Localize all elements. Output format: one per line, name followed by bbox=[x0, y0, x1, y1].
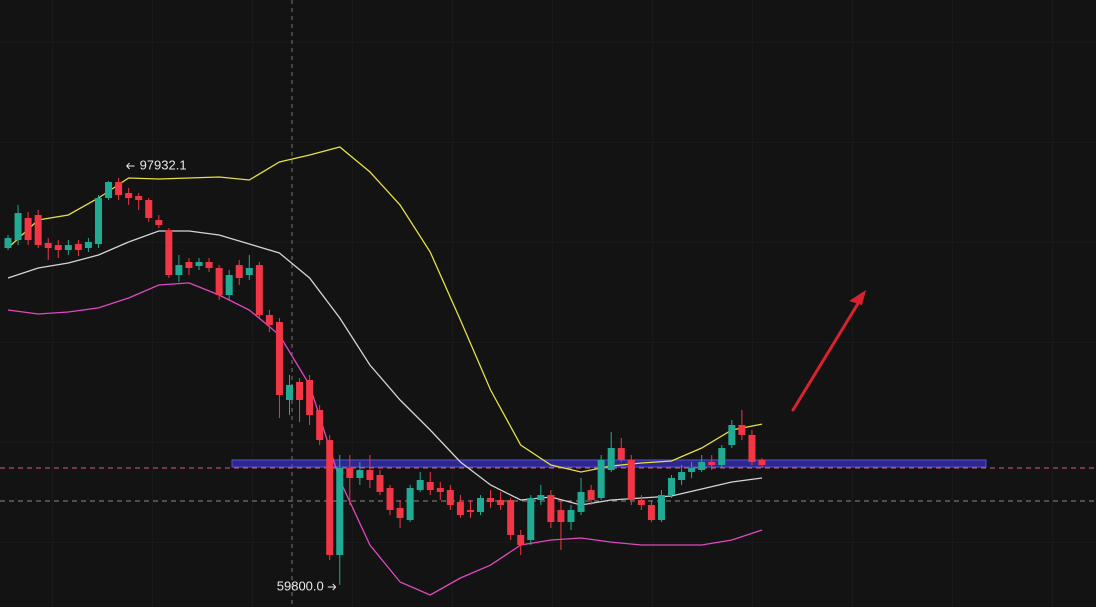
candle-body bbox=[406, 488, 414, 521]
candle-body bbox=[466, 509, 474, 512]
candle-body bbox=[225, 275, 233, 296]
candle-body bbox=[245, 268, 253, 276]
candle-body bbox=[758, 459, 766, 466]
candle-body bbox=[105, 181, 113, 198]
candle-body bbox=[356, 470, 364, 478]
candle-body bbox=[456, 502, 464, 516]
candle-body bbox=[94, 197, 102, 244]
candle-body bbox=[708, 461, 716, 466]
candle-body bbox=[647, 504, 655, 521]
candle-body bbox=[296, 381, 304, 401]
candle-body bbox=[366, 470, 374, 480]
candle-body bbox=[637, 500, 645, 505]
candle-body bbox=[14, 213, 22, 241]
candle-body bbox=[517, 534, 525, 546]
candle-body bbox=[125, 193, 133, 198]
candle-body bbox=[4, 238, 12, 248]
candle-body bbox=[34, 215, 42, 246]
candle-body bbox=[215, 268, 223, 296]
candle-body bbox=[396, 507, 404, 519]
candle-body bbox=[115, 181, 123, 196]
candle-body bbox=[346, 468, 354, 478]
candle-body bbox=[145, 200, 153, 219]
candle-body bbox=[336, 468, 344, 555]
candle-body bbox=[527, 497, 535, 541]
candle-body bbox=[587, 490, 595, 501]
candle-body bbox=[195, 261, 203, 266]
candle-body bbox=[64, 245, 72, 251]
candle-body bbox=[497, 500, 505, 505]
candle-body bbox=[426, 481, 434, 491]
candle-body bbox=[597, 459, 605, 498]
label-arrow bbox=[327, 583, 337, 591]
candle-body bbox=[205, 261, 213, 269]
candle-body bbox=[24, 218, 32, 241]
candle-body bbox=[557, 509, 565, 523]
candle-body bbox=[235, 265, 243, 278]
candle-body bbox=[567, 509, 575, 523]
candle-body bbox=[44, 243, 52, 248]
candle-body bbox=[175, 265, 183, 276]
candle-body bbox=[255, 265, 263, 316]
arrow-head bbox=[849, 290, 866, 305]
band-line bbox=[7, 146, 763, 473]
candle-body bbox=[74, 243, 82, 251]
candle-body bbox=[135, 195, 143, 201]
candle-body bbox=[487, 497, 495, 503]
candle-body bbox=[84, 241, 92, 248]
candle-body bbox=[326, 440, 334, 555]
candle-body bbox=[436, 488, 444, 492]
candle-body bbox=[416, 479, 424, 491]
low-label: 59800.0 bbox=[277, 578, 324, 593]
label-arrow bbox=[126, 162, 135, 170]
candle-body bbox=[477, 497, 485, 512]
candle-body bbox=[285, 384, 293, 401]
candle-body bbox=[657, 495, 665, 521]
candle-body bbox=[728, 425, 736, 446]
candle-body bbox=[54, 245, 62, 251]
candle-body bbox=[668, 477, 676, 496]
candle-body bbox=[577, 491, 585, 512]
candle-body bbox=[607, 447, 615, 471]
candle-body bbox=[265, 315, 273, 326]
candle-body bbox=[306, 379, 314, 416]
candle-body bbox=[617, 447, 625, 460]
band-line bbox=[7, 282, 763, 596]
candle-body bbox=[748, 434, 756, 462]
plot-layer: 97932.1 59800.0 bbox=[0, 146, 1096, 596]
candle-body bbox=[185, 261, 193, 269]
arrow-shaft bbox=[791, 295, 864, 412]
candle-body bbox=[386, 488, 394, 510]
candle-body bbox=[738, 425, 746, 435]
candle-body bbox=[698, 461, 706, 471]
candle-body bbox=[718, 447, 726, 466]
candle-body bbox=[155, 220, 163, 226]
high-label: 97932.1 bbox=[140, 157, 187, 172]
candle-body bbox=[446, 490, 454, 505]
band-line bbox=[7, 230, 763, 506]
candle-body bbox=[678, 472, 686, 480]
trend-arrow bbox=[791, 290, 866, 412]
candle-body bbox=[627, 459, 635, 501]
candle-body bbox=[376, 475, 384, 492]
candle-body bbox=[537, 495, 545, 501]
candle-body bbox=[316, 409, 324, 441]
candle-body bbox=[547, 495, 555, 523]
candle-body bbox=[165, 229, 173, 276]
candle-body bbox=[507, 500, 515, 535]
candle-body bbox=[688, 468, 696, 473]
candle-body bbox=[275, 322, 283, 396]
